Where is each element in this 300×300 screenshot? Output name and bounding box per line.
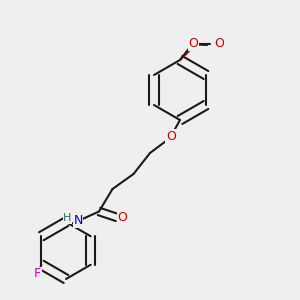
Text: O: O	[214, 37, 224, 50]
Text: O: O	[118, 211, 127, 224]
Text: F: F	[34, 267, 41, 280]
Text: N: N	[73, 214, 83, 227]
Text: O: O	[189, 37, 198, 50]
Text: O: O	[166, 130, 176, 143]
Text: H: H	[63, 213, 72, 223]
